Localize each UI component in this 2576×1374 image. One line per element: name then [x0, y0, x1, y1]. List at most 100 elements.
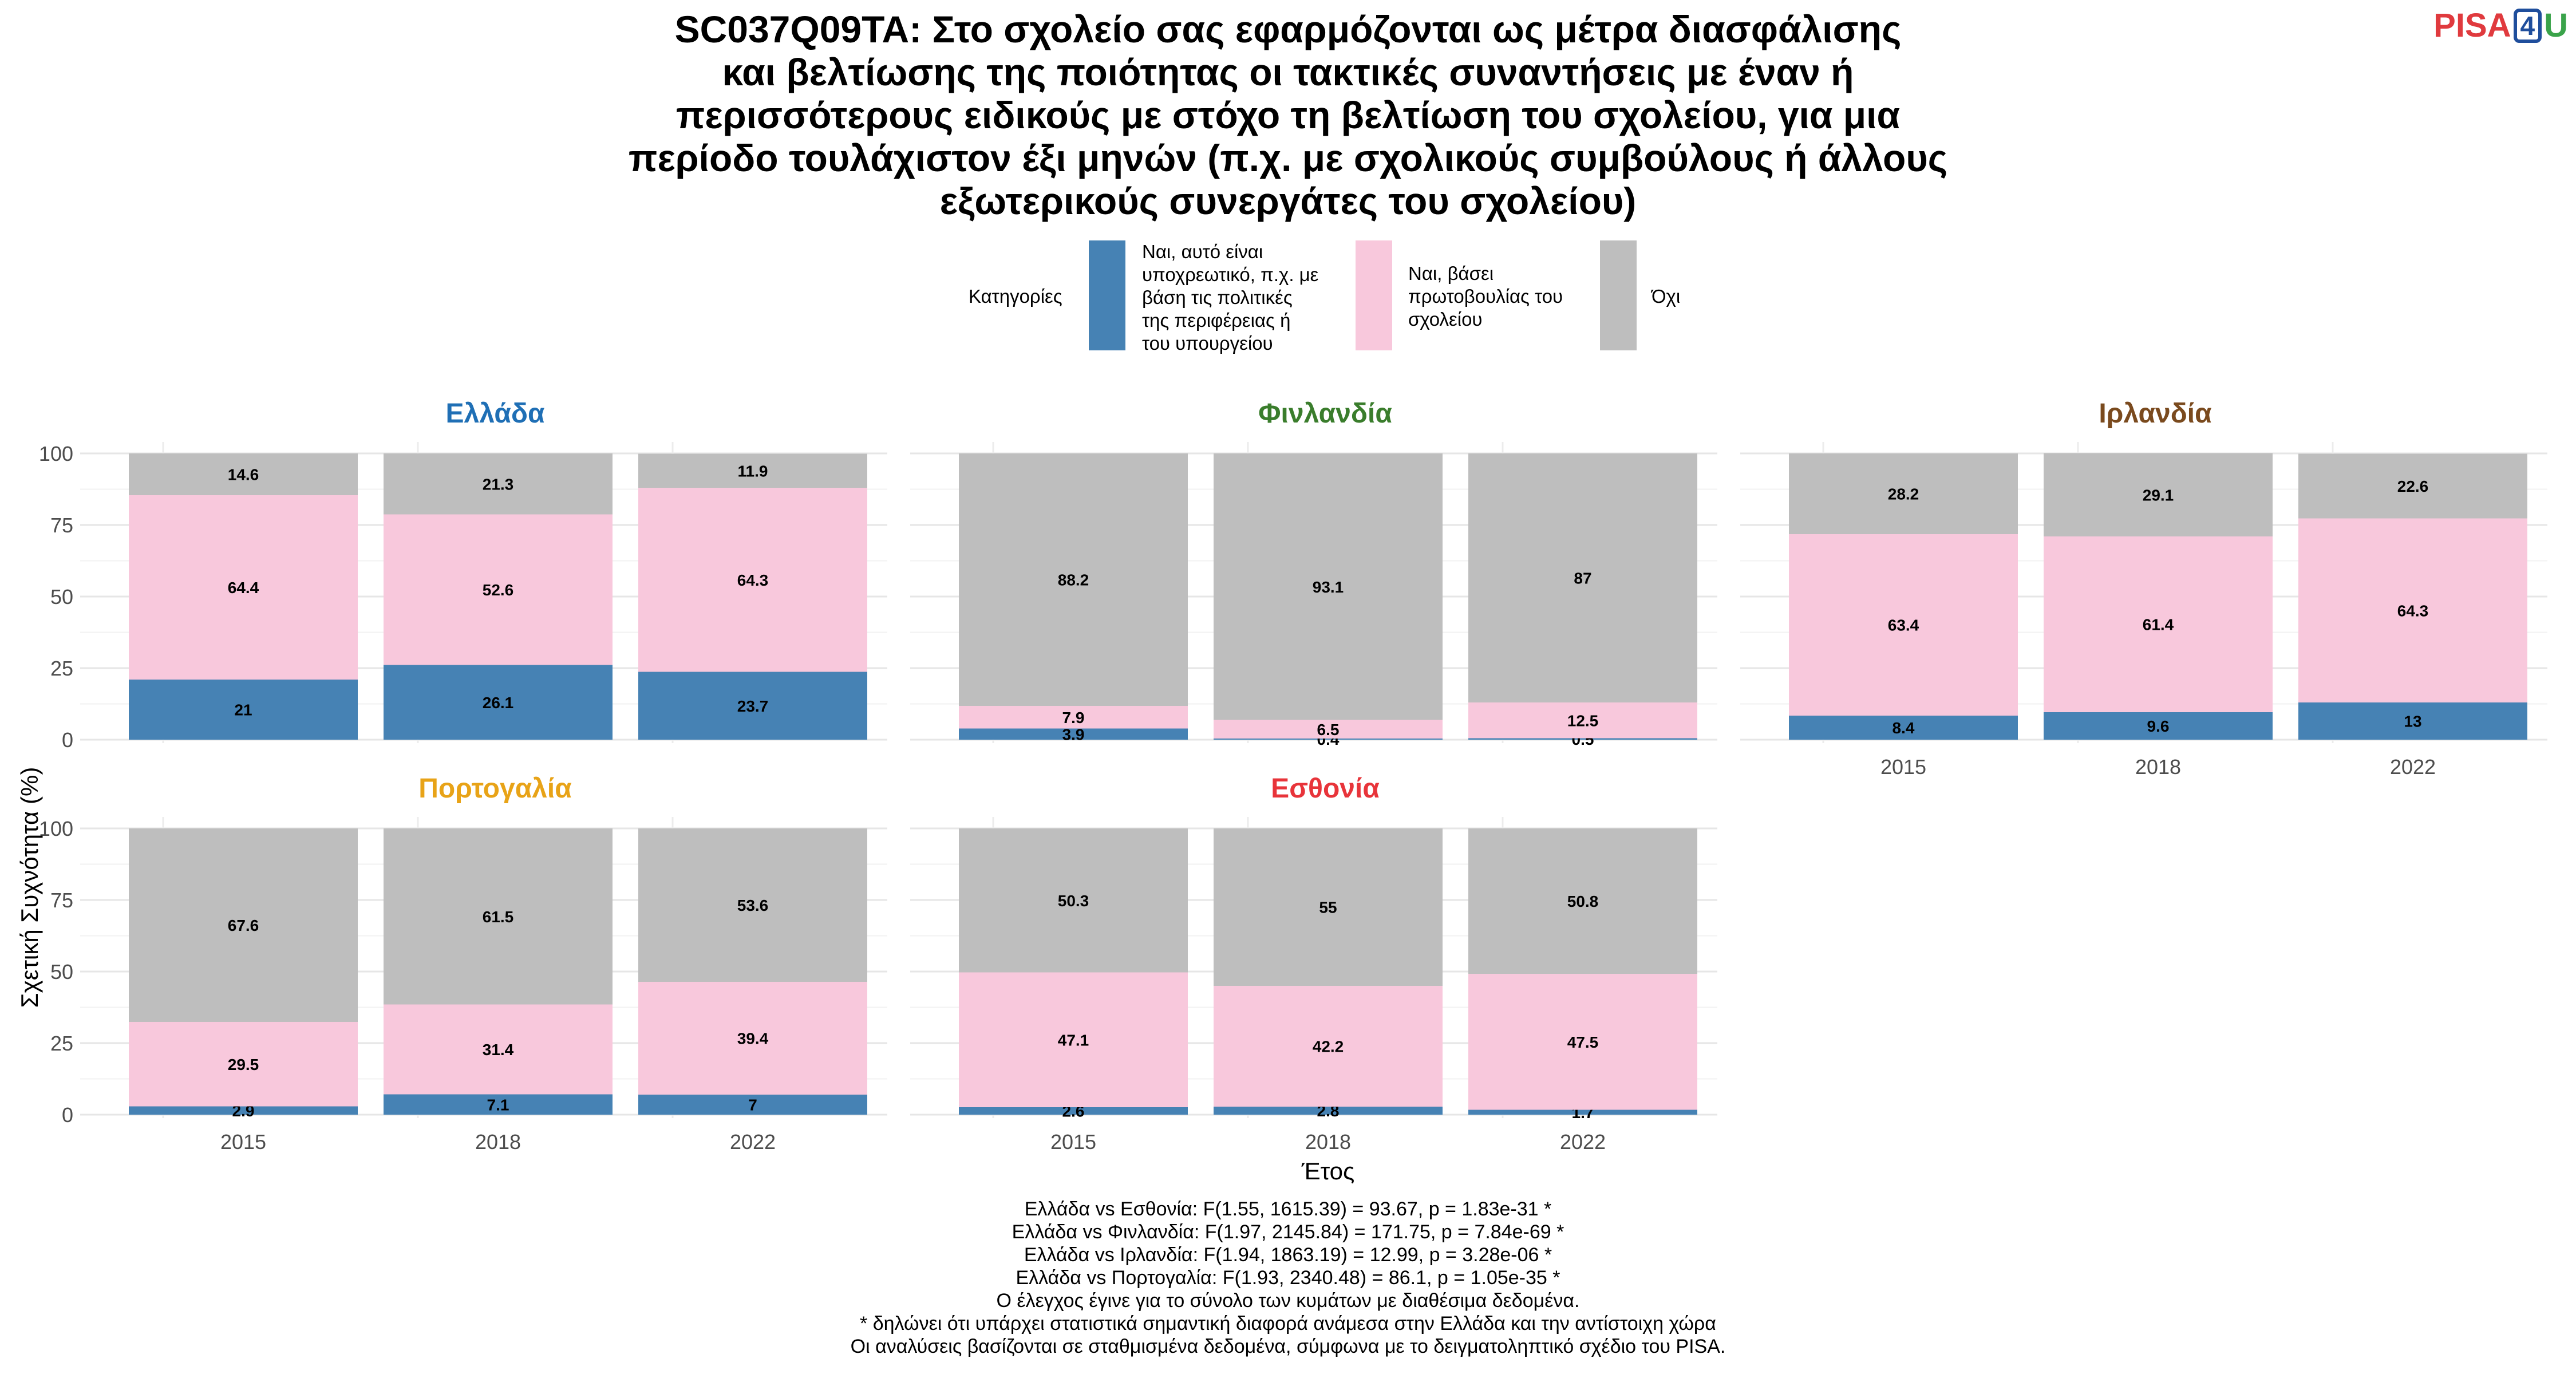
x-tick-label: 2015 — [1880, 755, 1926, 779]
bar-segment-no — [959, 828, 1188, 973]
panel-title: Ιρλανδία — [2099, 398, 2212, 429]
bar-segment-mandatory — [129, 680, 358, 740]
bar-segment-school-initiative — [384, 1004, 613, 1095]
data-label: 47.1 — [1058, 1031, 1089, 1049]
bar-segment-school-initiative — [2044, 536, 2273, 712]
bar-segment-mandatory — [959, 728, 1188, 740]
data-label: 64.3 — [2397, 602, 2429, 619]
bar-segment-no — [129, 453, 358, 495]
data-label: 88.2 — [1058, 571, 1089, 589]
x-tick-label: 2015 — [220, 1130, 266, 1154]
bar-segment-mandatory — [638, 1095, 867, 1115]
data-label: 11.9 — [738, 462, 768, 480]
bar-segment-no — [1214, 453, 1443, 720]
note-line: Ελλάδα vs Πορτογαλία: F(1.93, 2340.48) =… — [1016, 1267, 1560, 1289]
data-label: 67.6 — [228, 917, 259, 934]
bar-segment-mandatory — [1214, 739, 1443, 740]
x-tick-label: 2022 — [730, 1130, 776, 1154]
title-line: SC037Q09TA: Στο σχολείο σας εφαρμόζονται… — [674, 8, 1902, 50]
x-tick-label: 2015 — [1050, 1130, 1096, 1154]
data-label: 61.4 — [2143, 616, 2174, 634]
bar-segment-mandatory — [384, 665, 613, 740]
title-line: περίοδο τουλάχιστον έξι μηνών (π.χ. με σ… — [628, 137, 1948, 179]
note-line: Ο έλεγχος έγινε για το σύνολο των κυμάτω… — [996, 1290, 1580, 1312]
panel-title: Πορτογαλία — [418, 773, 572, 804]
bar-segment-no — [1789, 453, 2018, 534]
pisa4u-logo: PISA 4 U — [2433, 6, 2568, 46]
x-tick-label: 2018 — [475, 1130, 521, 1154]
bar-segment-no — [638, 453, 867, 488]
bar-segment-no — [384, 453, 613, 515]
bar-segment-mandatory — [1789, 716, 2018, 740]
bar-segment-no — [2044, 453, 2273, 536]
data-label: 7 — [748, 1096, 757, 1114]
data-label: 14.6 — [228, 466, 259, 484]
bar-segment-school-initiative — [959, 706, 1188, 729]
bar-segment-mandatory — [1468, 1110, 1697, 1115]
panel-title: Φινλανδία — [1258, 398, 1392, 429]
y-tick-label: 0 — [62, 1103, 73, 1127]
bar-segment-school-initiative — [1214, 986, 1443, 1107]
title-line: εξωτερικούς συνεργάτες του σχολείου) — [939, 180, 1637, 222]
x-tick-label: 2022 — [1560, 1130, 1606, 1154]
data-label: 28.2 — [1888, 485, 1919, 503]
data-label: 64.4 — [228, 579, 259, 597]
legend-key-school-initiative — [1356, 240, 1392, 350]
y-tick-label: 75 — [50, 889, 73, 912]
data-label: 8.4 — [1893, 719, 1915, 737]
bar-segment-no — [1468, 828, 1697, 974]
data-label: 39.4 — [737, 1030, 769, 1048]
note-line: * δηλώνει ότι υπάρχει στατιστικά σημαντι… — [860, 1313, 1716, 1334]
chart-title: SC037Q09TA: Στο σχολείο σας εφαρμόζονται… — [0, 8, 2576, 223]
data-label: 29.5 — [228, 1056, 259, 1073]
data-label: 93.1 — [1313, 578, 1344, 596]
y-tick-label: 50 — [50, 960, 73, 984]
data-label: 21 — [234, 701, 252, 719]
data-label: 87 — [1574, 570, 1591, 587]
bar-segment-no — [2298, 453, 2527, 519]
data-label: 50.8 — [1567, 893, 1599, 910]
bar-segment-school-initiative — [2298, 518, 2527, 702]
bar-segment-no — [638, 828, 867, 982]
legend-label-school-initiative: Ναι, βάσει πρωτοβουλίας του σχολείου — [1408, 263, 1563, 330]
data-label: 7.9 — [1062, 709, 1085, 727]
bar-segment-mandatory — [959, 1107, 1188, 1115]
data-label: 6.5 — [1317, 721, 1340, 739]
logo-pisa: PISA — [2433, 7, 2511, 44]
y-tick-label: 25 — [50, 657, 73, 680]
y-tick-label: 0 — [62, 728, 73, 752]
legend-label-no: Όχι — [1652, 286, 1681, 307]
data-label: 53.6 — [737, 897, 769, 914]
logo-u: U — [2544, 7, 2568, 44]
panel-title: Ελλάδα — [446, 398, 545, 429]
bar-segment-mandatory — [384, 1094, 613, 1115]
legend-key-mandatory — [1089, 240, 1125, 350]
legend-key-no — [1600, 240, 1637, 350]
statistical-notes: Ελλάδα vs Εσθονία: F(1.55, 1615.39) = 93… — [0, 1198, 2576, 1358]
y-axis-label: Σχετική Συχνότητα (%) — [16, 767, 43, 1008]
x-tick-label: 2018 — [1305, 1130, 1351, 1154]
logo-four: 4 — [2513, 9, 2542, 43]
data-label: 29.1 — [2143, 486, 2174, 504]
data-label: 22.6 — [2397, 477, 2429, 495]
note-line: Ελλάδα vs Εσθονία: F(1.55, 1615.39) = 93… — [1024, 1198, 1552, 1220]
bar-segment-mandatory — [2298, 702, 2527, 740]
bar-segment-school-initiative — [959, 972, 1188, 1107]
legend-title: Κατηγορίες — [969, 286, 1062, 307]
data-label: 31.4 — [483, 1041, 514, 1059]
bar-segment-no — [959, 453, 1188, 706]
bar-segment-school-initiative — [1789, 534, 2018, 716]
data-label: 21.3 — [483, 475, 514, 493]
y-tick-label: 75 — [50, 514, 73, 537]
bar-segment-school-initiative — [1468, 702, 1697, 739]
bar-segment-school-initiative — [638, 488, 867, 672]
data-label: 42.2 — [1313, 1038, 1344, 1056]
legend-label-mandatory: Ναι, αυτό είναι υποχρεωτικό, π.χ. με βάσ… — [1142, 241, 1319, 354]
data-label: 9.6 — [2147, 717, 2170, 735]
data-label: 12.5 — [1567, 712, 1599, 729]
title-line: και βελτίωσης της ποιότητας οι τακτικές … — [722, 51, 1854, 93]
bar-segment-no — [1468, 453, 1697, 702]
data-label: 63.4 — [1888, 617, 1919, 634]
data-label: 7.1 — [487, 1096, 509, 1114]
bar-segment-mandatory — [1468, 738, 1697, 740]
